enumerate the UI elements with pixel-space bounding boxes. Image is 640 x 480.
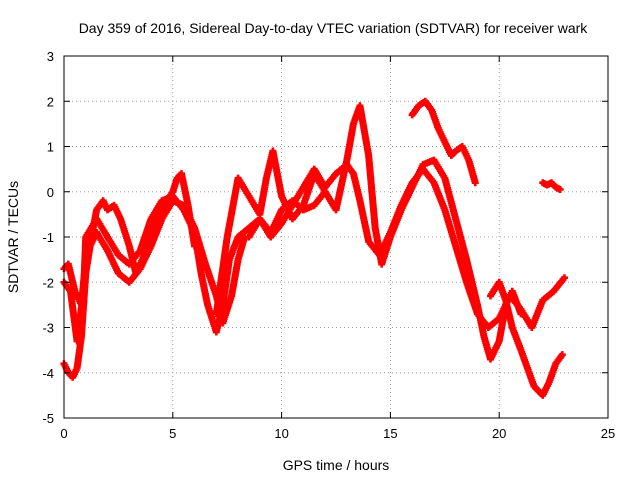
grid-layer — [64, 56, 608, 418]
x-tick-label: 5 — [169, 426, 176, 441]
chart-title: Day 359 of 2016, Sidereal Day-to-day VTE… — [79, 20, 589, 36]
x-tick-label: 20 — [492, 426, 506, 441]
y-tick-label: -5 — [42, 411, 54, 426]
axis-ticks: 0 5 10 15 20 25 -5 -4 -3 -2 -1 0 1 2 3 — [42, 49, 615, 441]
data-point — [558, 351, 566, 359]
data-point — [560, 274, 568, 282]
y-axis-label: SDTVAR / TECUs — [5, 181, 21, 293]
series-satellite-track-E — [245, 161, 568, 331]
y-tick-label: 3 — [47, 49, 54, 64]
x-tick-label: 0 — [60, 426, 67, 441]
y-tick-label: 1 — [47, 140, 54, 155]
series-satellite-track-G — [486, 278, 566, 399]
x-tick-label: 25 — [601, 426, 615, 441]
y-tick-label: 2 — [47, 94, 54, 109]
data-point — [471, 179, 479, 187]
y-tick-label: -2 — [42, 275, 54, 290]
x-tick-label: 15 — [383, 426, 397, 441]
y-tick-label: -1 — [42, 230, 54, 245]
series-satellite-track-F — [408, 97, 479, 187]
x-axis-label: GPS time / hours — [283, 457, 390, 473]
data-marks — [60, 97, 568, 399]
y-tick-label: 0 — [47, 185, 54, 200]
x-tick-label: 10 — [274, 426, 288, 441]
y-tick-label: -3 — [42, 321, 54, 336]
data-point — [556, 185, 564, 193]
y-tick-label: -4 — [42, 366, 54, 381]
series-satellite-track-H — [539, 179, 564, 193]
